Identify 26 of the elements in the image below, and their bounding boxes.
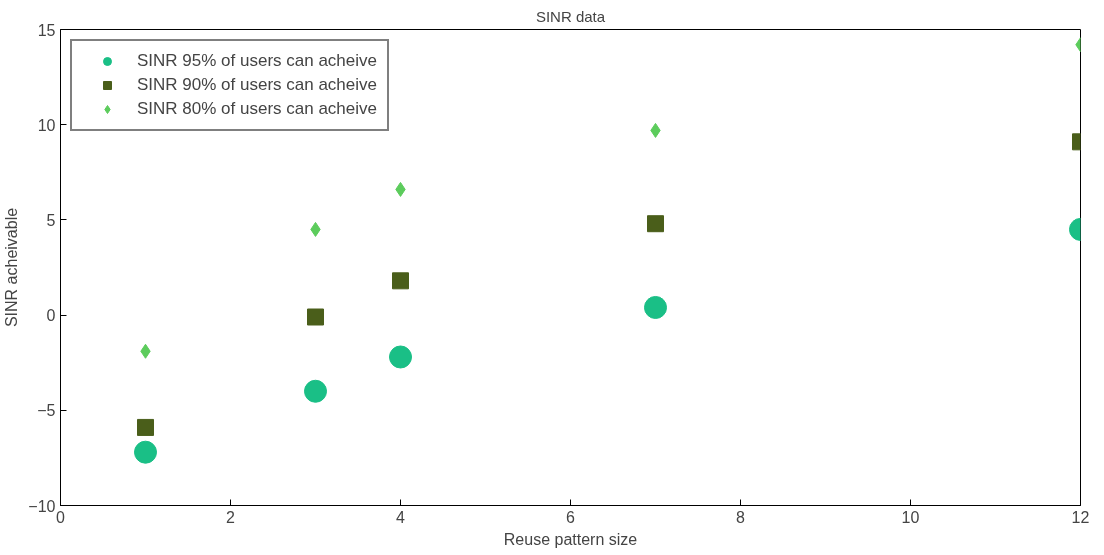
y-tick-label: 15 xyxy=(37,21,56,39)
x-axis-title: Reuse pattern size xyxy=(503,530,638,548)
point xyxy=(647,215,664,233)
point xyxy=(389,345,412,369)
legend-label: SINR 90% of users can acheive xyxy=(137,75,378,95)
y-tick-label: −10 xyxy=(28,497,56,515)
point xyxy=(644,296,667,319)
point xyxy=(137,418,154,436)
point xyxy=(304,379,327,403)
x-tick-label: 2 xyxy=(226,508,236,526)
legend-label: SINR 95% of users can acheive xyxy=(137,51,378,71)
point xyxy=(307,308,324,326)
x-tick-label: 6 xyxy=(566,508,576,526)
x-tick-label: 4 xyxy=(396,508,406,526)
y-axis-title: SINR acheivable xyxy=(3,207,21,328)
y-tick-label: 0 xyxy=(46,307,56,325)
chart-title: SINR data xyxy=(535,7,606,25)
y-tick-label: 5 xyxy=(46,211,56,229)
x-tick-label: 10 xyxy=(901,508,920,526)
y-tick-label: 10 xyxy=(37,116,56,134)
y-tick-label: −5 xyxy=(37,402,56,420)
legend-label: SINR 80% of users can acheive xyxy=(137,99,378,119)
point xyxy=(134,440,157,464)
x-tick-label: 12 xyxy=(1071,508,1090,526)
point xyxy=(392,272,409,290)
x-tick-label: 8 xyxy=(736,508,746,526)
